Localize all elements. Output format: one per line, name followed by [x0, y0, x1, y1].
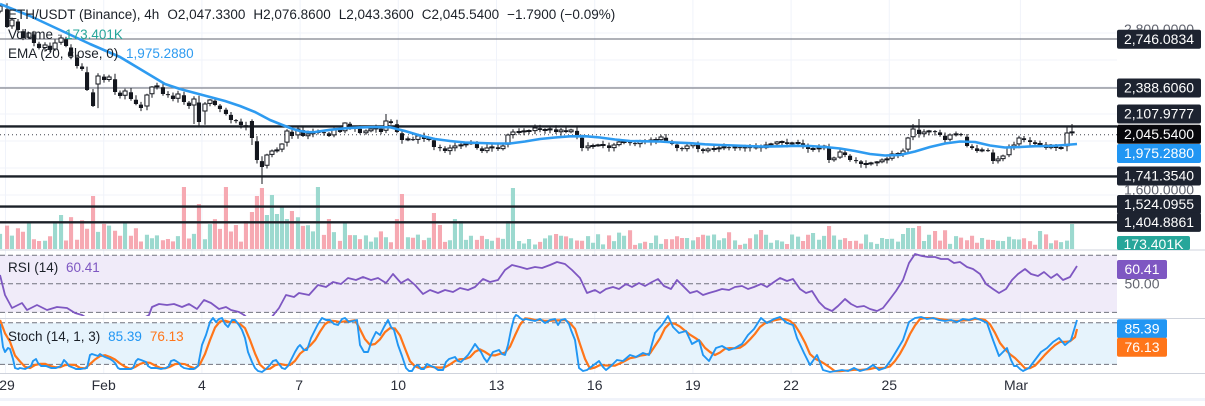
svg-text:7: 7: [295, 377, 303, 393]
svg-text:Mar: Mar: [1004, 377, 1028, 393]
svg-text:Feb: Feb: [92, 377, 116, 393]
svg-text:2,746.0834: 2,746.0834: [1124, 31, 1194, 47]
svg-text:50.00: 50.00: [1124, 276, 1159, 292]
svg-text:10: 10: [391, 377, 407, 393]
svg-text:4: 4: [198, 377, 206, 393]
svg-text:2,107.9777: 2,107.9777: [1124, 106, 1194, 122]
svg-text:76.13: 76.13: [1124, 339, 1159, 355]
svg-text:2,045.5400: 2,045.5400: [1124, 126, 1194, 142]
svg-text:EMA (20, close, 0) 1,975.2880: EMA (20, close, 0) 1,975.2880: [8, 46, 194, 61]
svg-text:19: 19: [685, 377, 701, 393]
svg-text:1,741.3540: 1,741.3540: [1124, 168, 1194, 184]
svg-text:173.401K: 173.401K: [1124, 236, 1185, 252]
svg-text:Volume · 173.401K: Volume · 173.401K: [8, 27, 123, 42]
svg-text:16: 16: [587, 377, 603, 393]
svg-text:RSI (14) 60.41: RSI (14) 60.41: [8, 260, 100, 275]
svg-text:25: 25: [882, 377, 898, 393]
svg-text:1,404.8861: 1,404.8861: [1124, 214, 1194, 230]
svg-text:29: 29: [0, 377, 15, 393]
svg-text:2,388.6060: 2,388.6060: [1124, 80, 1194, 96]
svg-text:85.39: 85.39: [1124, 320, 1159, 336]
svg-text:13: 13: [489, 377, 505, 393]
svg-text:1,975.2880: 1,975.2880: [1124, 145, 1194, 161]
svg-text:22: 22: [783, 377, 799, 393]
svg-text:60.41: 60.41: [1124, 261, 1159, 277]
svg-text:1,600.0000: 1,600.0000: [1124, 182, 1194, 198]
svg-text:1,524.0955: 1,524.0955: [1124, 196, 1194, 212]
